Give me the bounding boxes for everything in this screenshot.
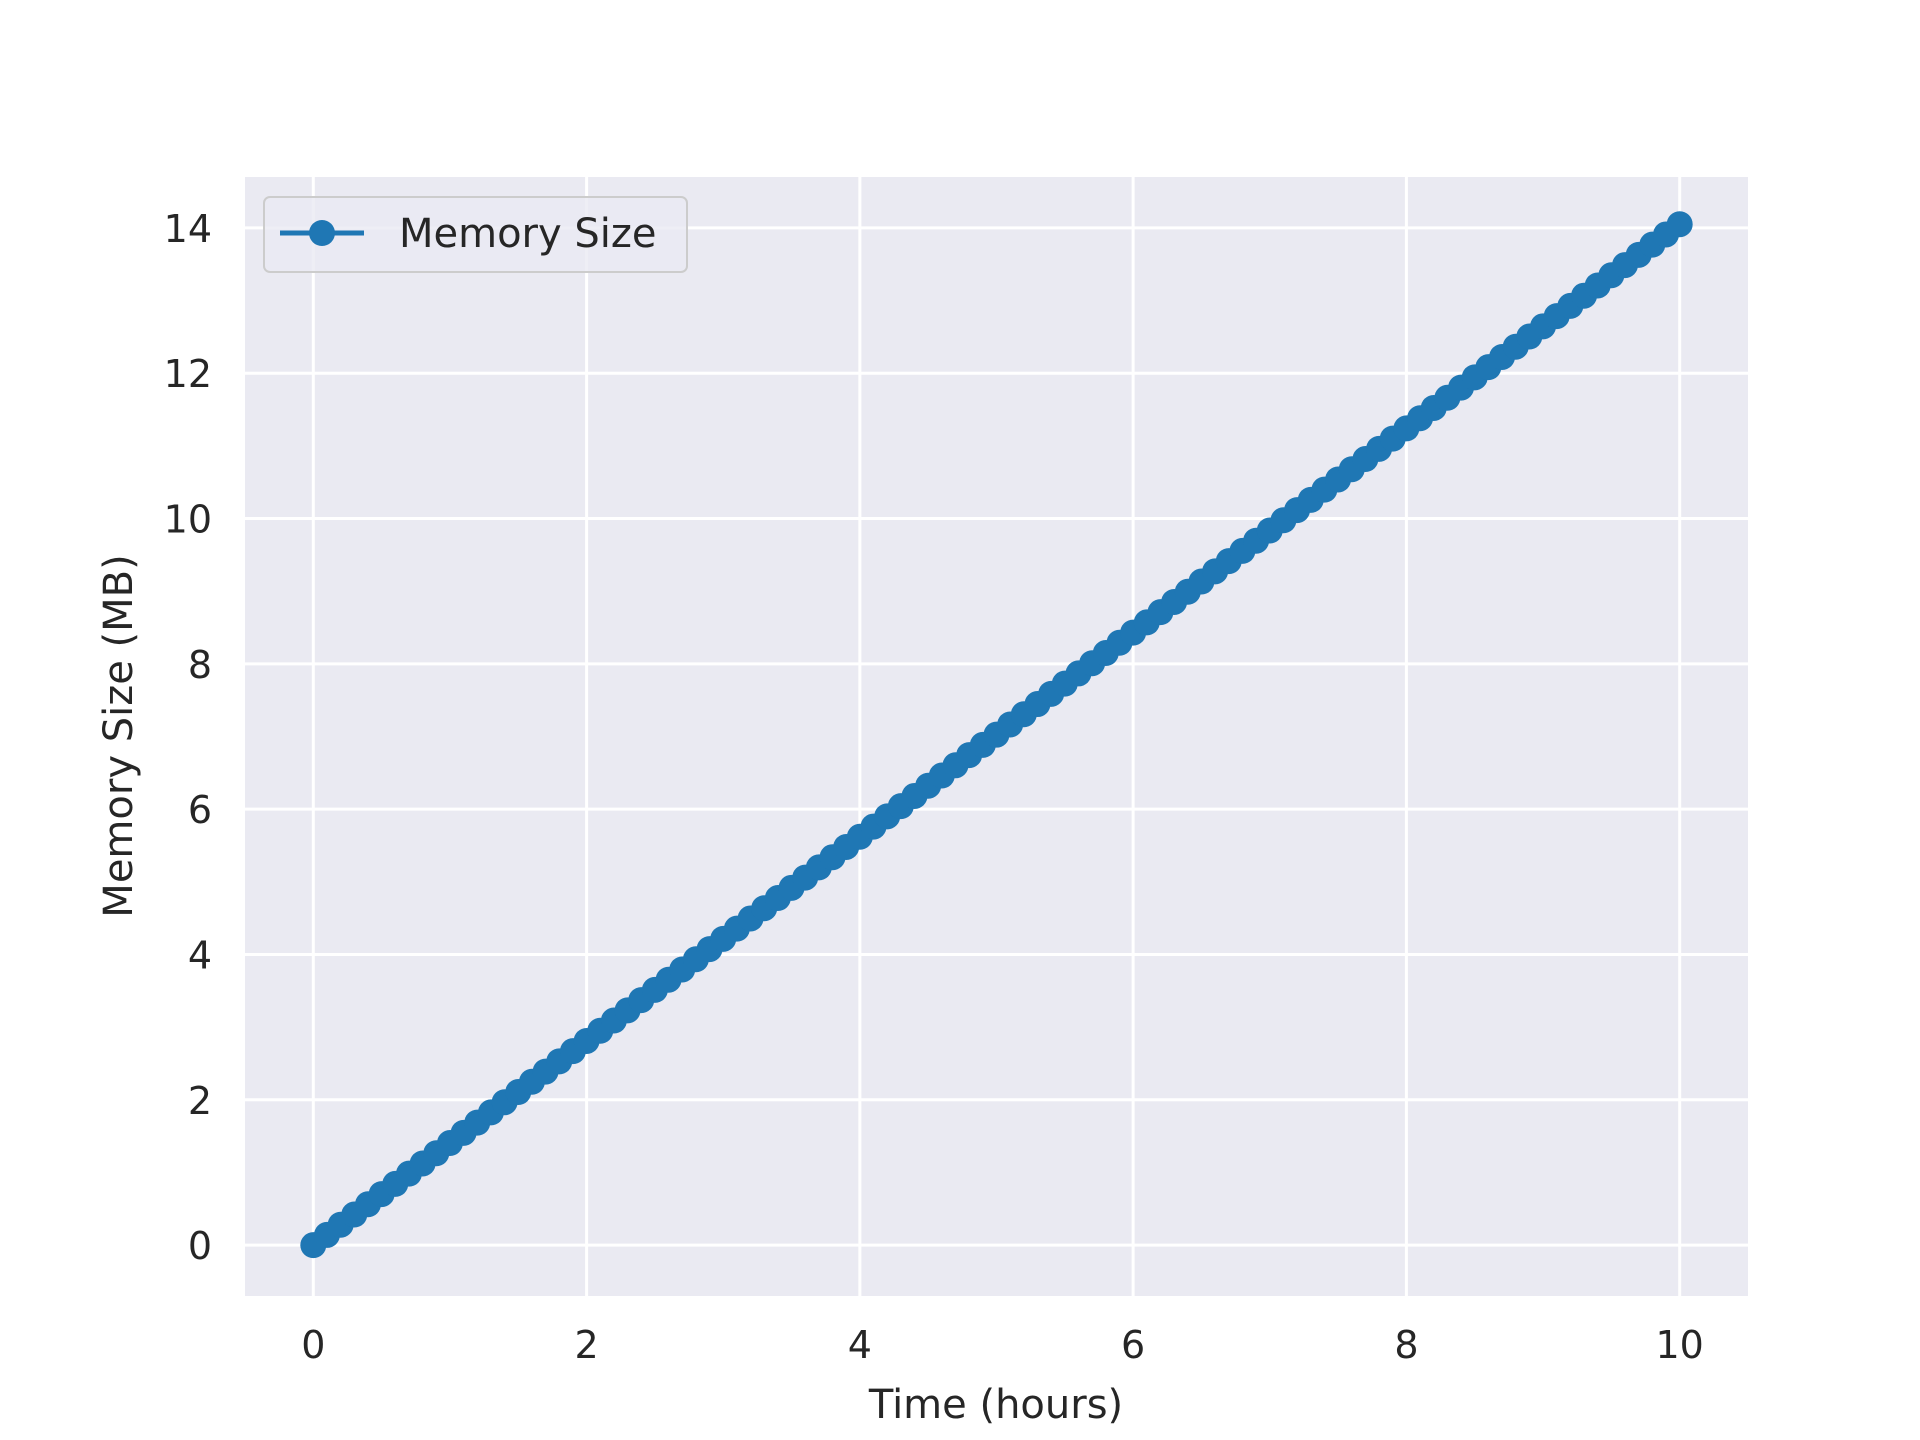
x-tick-label: 4 — [848, 1323, 872, 1367]
y-axis-label: Memory Size (MB) — [96, 554, 142, 917]
x-tick-label: 0 — [301, 1323, 325, 1367]
legend-label-memory-size: Memory Size — [399, 211, 657, 257]
x-tick-label: 2 — [574, 1323, 598, 1367]
y-tick-label: 2 — [188, 1079, 212, 1123]
series-layer — [300, 211, 1693, 1259]
y-tick-label: 8 — [188, 643, 212, 687]
x-tick-label: 8 — [1394, 1323, 1418, 1367]
legend-point-marker — [309, 220, 335, 246]
tick-labels: 0 2 4 6 8 10 0 2 4 6 8 10 12 14 — [164, 207, 1704, 1367]
y-tick-label: 14 — [164, 207, 212, 251]
x-axis-label: Time (hours) — [868, 1382, 1123, 1428]
y-tick-label: 0 — [188, 1224, 212, 1268]
legend-box — [263, 196, 688, 273]
x-tick-label: 6 — [1121, 1323, 1145, 1367]
y-tick-label: 12 — [164, 352, 212, 396]
y-tick-label: 4 — [188, 933, 212, 977]
legend: Memory Size — [263, 196, 688, 273]
data-point — [1666, 211, 1693, 238]
y-tick-label: 6 — [188, 788, 212, 832]
x-tick-label: 10 — [1656, 1323, 1704, 1367]
y-tick-label: 10 — [164, 498, 212, 542]
